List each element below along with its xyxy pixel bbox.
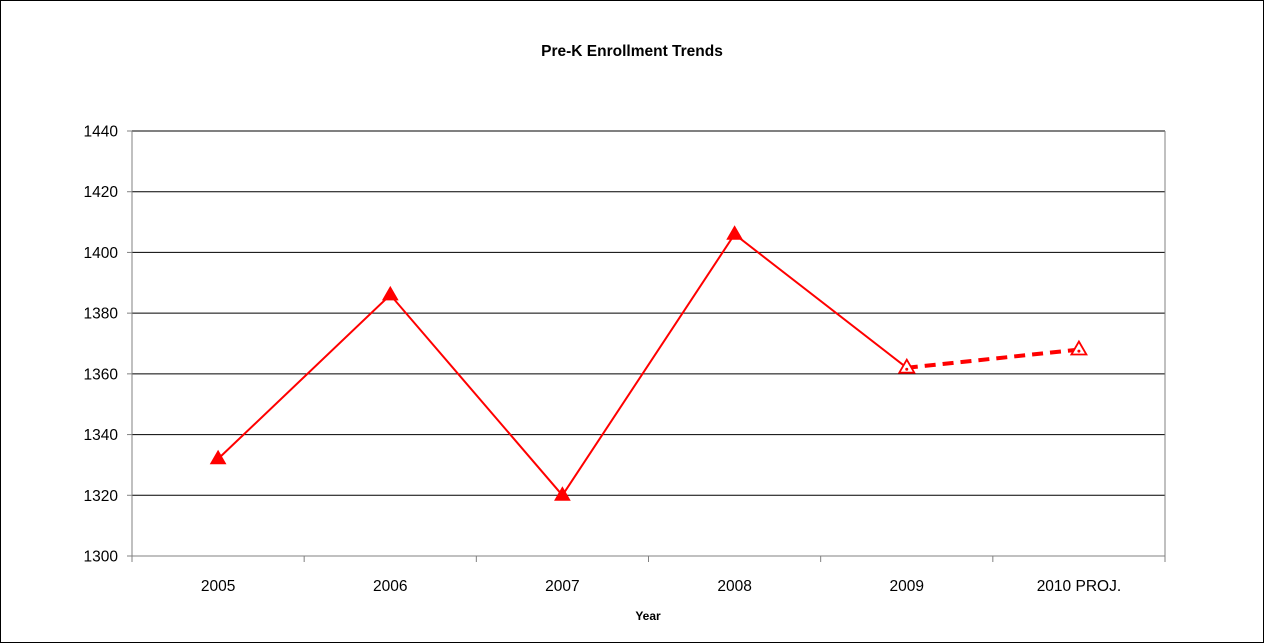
x-tick-label: 2007 xyxy=(545,578,579,595)
y-tick-label: 1300 xyxy=(84,549,119,566)
data-point-marker xyxy=(726,225,743,240)
y-tick-label: 1400 xyxy=(84,245,119,262)
y-tick-label: 1440 xyxy=(84,124,119,141)
y-tick-label: 1420 xyxy=(84,184,119,201)
data-point-marker xyxy=(381,285,399,301)
y-tick-label: 1360 xyxy=(84,366,119,383)
x-tick-label: 2010 PROJ. xyxy=(1037,578,1121,595)
data-point-marker-dot xyxy=(905,367,909,371)
series-line-actual xyxy=(217,232,908,497)
x-tick-label: 2008 xyxy=(717,578,751,595)
x-tick-label: 2006 xyxy=(373,578,407,595)
data-point-marker xyxy=(209,449,227,465)
x-tick-label: 2005 xyxy=(201,578,235,595)
data-point-marker xyxy=(897,357,916,374)
y-tick-label: 1380 xyxy=(84,306,119,323)
data-point-marker-dot xyxy=(1077,349,1081,353)
data-point-marker xyxy=(554,486,571,501)
series-line-projection xyxy=(906,347,1080,370)
x-axis-title: Year xyxy=(635,609,661,623)
y-tick-label: 1320 xyxy=(84,488,119,505)
y-tick-label: 1340 xyxy=(84,427,119,444)
data-point-marker xyxy=(1069,339,1088,356)
x-tick-label: 2009 xyxy=(890,578,924,595)
chart-title: Pre-K Enrollment Trends xyxy=(541,43,723,60)
